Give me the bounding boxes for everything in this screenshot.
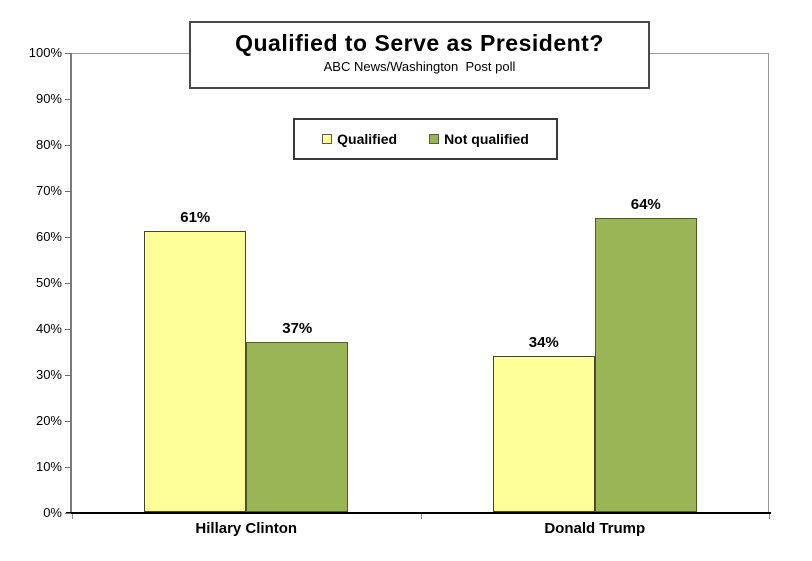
- bar-value-label: 37%: [282, 319, 313, 337]
- bar-value-label: 61%: [180, 209, 211, 227]
- y-tick-label: 30%: [35, 367, 62, 382]
- y-tick-mark: [65, 283, 71, 284]
- y-tick-label: 20%: [35, 413, 62, 428]
- legend-item: Not qualified: [429, 131, 529, 147]
- x-axis-line: [66, 512, 771, 514]
- bar-qualified: [492, 355, 595, 512]
- x-tick-mark: [769, 514, 770, 519]
- bar-not-qualified: [594, 217, 697, 512]
- legend-swatch-icon: [322, 134, 333, 144]
- y-tick-label: 80%: [35, 137, 62, 152]
- y-tick-mark: [65, 99, 71, 100]
- y-tick-label: 100%: [28, 45, 62, 60]
- y-tick-mark: [65, 145, 71, 146]
- category-label: Hillary Clinton: [195, 520, 298, 537]
- y-tick-mark: [65, 513, 71, 514]
- legend-swatch-icon: [429, 134, 440, 144]
- legend-label: Qualified: [337, 131, 398, 147]
- bar-value-label: 64%: [630, 195, 661, 213]
- chart-title: Qualified to Serve as President?: [235, 30, 604, 56]
- y-tick-label: 60%: [35, 229, 62, 244]
- y-axis-line: [70, 53, 72, 513]
- y-tick-mark: [65, 375, 71, 376]
- y-tick-mark: [65, 329, 71, 330]
- bar-not-qualified: [246, 341, 349, 512]
- y-tick-mark: [65, 53, 71, 54]
- y-tick-mark: [65, 191, 71, 192]
- y-tick-label: 50%: [35, 275, 62, 290]
- y-tick-label: 0%: [43, 505, 62, 520]
- chart-subtitle: ABC News/Washington Post poll: [323, 59, 516, 74]
- x-tick-mark: [420, 514, 422, 519]
- legend: Qualified Not qualified: [293, 118, 558, 160]
- chart-title-box: Qualified to Serve as President? ABC New…: [189, 21, 650, 89]
- legend-label: Not qualified: [444, 131, 529, 147]
- category-label: Donald Trump: [544, 520, 646, 537]
- y-tick-mark: [65, 237, 71, 238]
- plot-area: 61% 37% 34% 64%: [72, 53, 769, 512]
- x-tick-mark: [72, 514, 73, 519]
- y-tick-mark: [65, 467, 71, 468]
- bar-qualified: [144, 231, 247, 512]
- y-tick-label: 10%: [35, 459, 62, 474]
- bar-value-label: 34%: [528, 333, 559, 351]
- legend-item: Qualified: [322, 131, 397, 147]
- y-tick-mark: [65, 421, 71, 422]
- y-tick-label: 90%: [35, 91, 62, 106]
- plot-border-right: [768, 53, 769, 513]
- y-tick-label: 70%: [35, 183, 62, 198]
- y-tick-label: 40%: [35, 321, 62, 336]
